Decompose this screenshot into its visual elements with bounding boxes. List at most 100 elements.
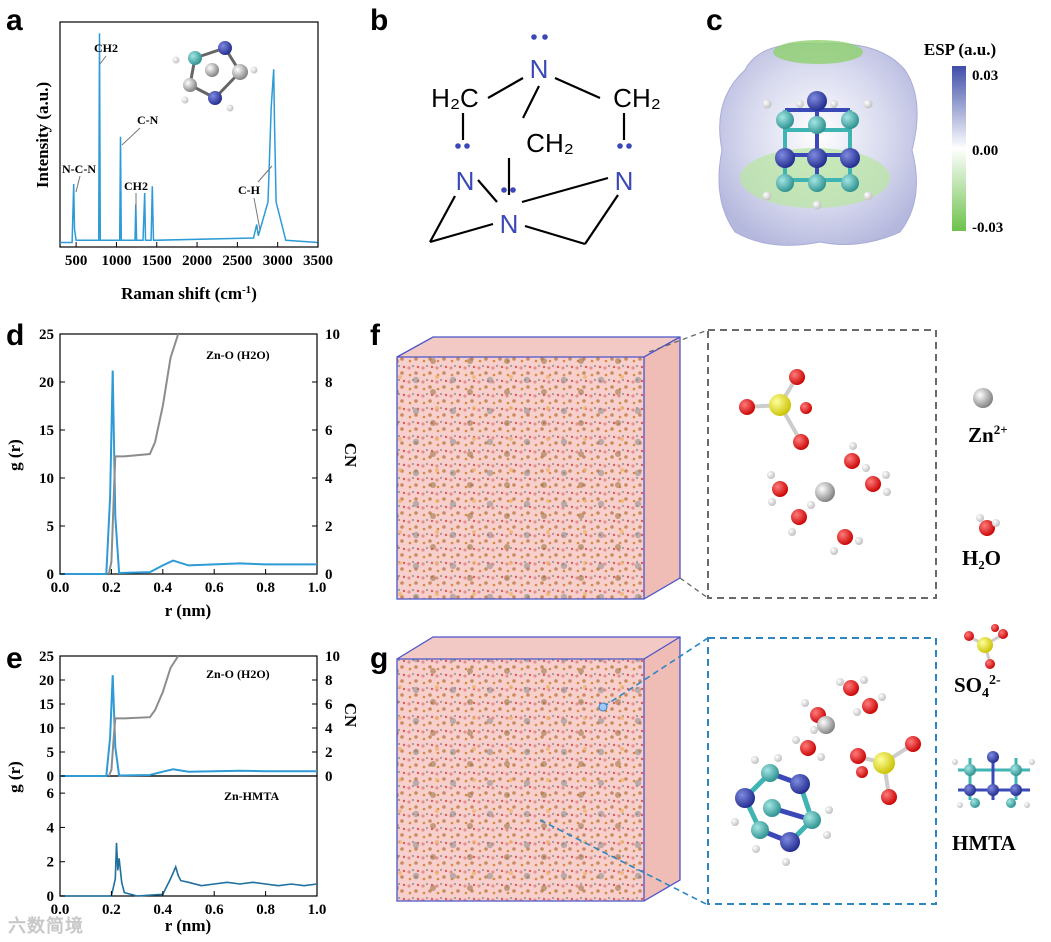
- md-box-f-top: [397, 337, 680, 357]
- structure-ch2-right: CH₂: [613, 83, 661, 113]
- y-tick-label: 0: [325, 567, 333, 583]
- md-box-g-side: [644, 637, 680, 901]
- x-tick-label: 0.2: [102, 580, 121, 596]
- rdf-d-y-right-ticks: 0 2 4 6 8 10: [312, 327, 340, 583]
- zoom-box-f: [707, 329, 937, 599]
- annot-ch-arrow-2: [257, 165, 273, 183]
- annot-ncn-arrow: [75, 175, 81, 193]
- structure-ch2-middle: CH₂: [526, 128, 574, 158]
- y-tick-label: 0: [325, 769, 333, 785]
- annot-cn: C-N: [137, 113, 159, 127]
- rdf-d-frame: [59, 333, 318, 575]
- rdf-d-x-ticks: 0.0 0.2 0.4 0.6 0.8 1.0: [51, 569, 327, 596]
- rdf-e-bottom-y-ticks: 0 2 4 6: [47, 786, 65, 905]
- legend-hmta-icon: [952, 751, 1035, 808]
- solvation-zoom-f: [707, 329, 937, 599]
- rdf-d-cn-line: [107, 333, 180, 575]
- y-tick-label: 20: [39, 673, 54, 689]
- rdf-d-y-ticks: 0 5 10 15 20 25: [39, 327, 65, 583]
- esp-title: ESP (a.u.): [924, 40, 996, 59]
- legend-zn-label: Zn2+: [968, 422, 1008, 447]
- x-tick-label: 500: [65, 253, 88, 269]
- legend-so4-icon: [964, 624, 1008, 669]
- y-tick-label: 4: [47, 820, 55, 836]
- legend-h2o-label: H₂O: [962, 546, 1001, 570]
- annot-ch2-arrow: [99, 55, 107, 65]
- y-tick-label: 8: [325, 673, 333, 689]
- y-tick-label: 0: [47, 769, 55, 785]
- esp-mid-label: 0.00: [972, 143, 998, 159]
- panel-letter-g: g: [370, 642, 388, 675]
- md-box-g: [396, 636, 709, 906]
- rdf-d-y-right-label: CN: [341, 443, 360, 468]
- esp-colorbar: [952, 66, 966, 231]
- annot-ch2-a: CH2: [94, 41, 118, 55]
- rdf-e-x-label: r (nm): [165, 916, 211, 935]
- x-tick-label: 0.4: [153, 580, 172, 596]
- y-tick-label: 10: [325, 327, 340, 343]
- annot-ncn: N-C-N: [62, 162, 96, 176]
- x-tick-label: 1.0: [308, 902, 327, 918]
- x-tick-label: 1.0: [308, 580, 327, 596]
- raman-x-ticks: 500 1000 1500 2000 2500 3000 3500: [65, 242, 333, 269]
- y-tick-label: 15: [39, 423, 54, 439]
- raman-x-label: Raman shift (cm-1): [121, 284, 257, 303]
- legend-zn-icon: [973, 388, 993, 408]
- x-tick-label: 0.6: [205, 580, 224, 596]
- rdf-e-top-frame: [59, 655, 318, 777]
- x-tick-label: 0.0: [51, 902, 70, 918]
- raman-plot-frame: [59, 21, 319, 248]
- rdf-e-y-right-label: CN: [341, 703, 360, 728]
- rdf-e-top-y-right-ticks: 0 2 4 6 8 10: [312, 649, 340, 785]
- md-box-f-side: [644, 337, 680, 599]
- y-tick-label: 4: [325, 471, 333, 487]
- y-tick-label: 25: [39, 649, 54, 665]
- esp-min-label: -0.03: [972, 220, 1003, 236]
- rdf-d-label: Zn-O (H2O): [206, 348, 270, 362]
- rdf-e-bottom-gr-line: [60, 842, 318, 897]
- y-tick-label: 0: [47, 889, 55, 905]
- x-tick-label: 2500: [222, 253, 252, 269]
- solvation-zoom-g: [707, 637, 937, 905]
- x-tick-label: 0.8: [256, 580, 275, 596]
- panel-letter-d: d: [6, 319, 24, 352]
- y-tick-label: 6: [325, 423, 333, 439]
- structure-n-top: N: [530, 54, 549, 84]
- annot-ch2-b: CH2: [124, 179, 148, 193]
- y-tick-label: 2: [47, 855, 55, 871]
- x-tick-label: 3000: [263, 253, 293, 269]
- y-tick-label: 10: [39, 721, 54, 737]
- structure-n-right: N: [615, 166, 634, 196]
- rdf-e-bottom-label: Zn-HMTA: [224, 789, 279, 803]
- esp-map: ESP (a.u.) 0.03 0.00 -0.03: [718, 40, 1003, 246]
- y-tick-label: 6: [325, 697, 333, 713]
- watermark-text: 六数简境: [8, 916, 84, 937]
- esp-max-label: 0.03: [972, 68, 998, 84]
- legend-hmta-label: HMTA: [952, 831, 1017, 855]
- y-tick-label: 6: [47, 786, 55, 802]
- zoom-box-g: [707, 637, 937, 905]
- x-tick-label: 0.2: [102, 902, 121, 918]
- y-tick-label: 8: [325, 375, 333, 391]
- hmta-inset-molecule: [172, 41, 258, 112]
- rdf-d-y-label: g (r): [5, 439, 24, 471]
- zn-ion-g: [817, 716, 835, 734]
- x-tick-label: 0.6: [205, 902, 224, 918]
- y-tick-label: 15: [39, 697, 54, 713]
- y-tick-label: 2: [325, 519, 333, 535]
- rdf-d-gr-line: [60, 370, 317, 575]
- structure-h2c-left: H₂C: [431, 83, 479, 113]
- y-tick-label: 5: [47, 745, 55, 761]
- rdf-e-top-gr-line: [60, 675, 317, 777]
- hmta-molecule-g: [731, 754, 833, 866]
- panel-letter-c: c: [706, 4, 723, 37]
- panel-letter-a: a: [6, 4, 23, 37]
- y-tick-label: 0: [47, 567, 55, 583]
- annot-ch-arrow-1: [253, 197, 261, 231]
- x-tick-label: 0.4: [153, 902, 172, 918]
- x-tick-label: 3500: [303, 253, 333, 269]
- raman-spectrum-line: [60, 33, 319, 244]
- y-tick-label: 2: [325, 745, 333, 761]
- rdf-chart-e: 0 5 10 15 20 25 0 2 4 6 8 10 0 2 4 6 0.0 0.2 0.4 0.6 0.8 1…: [5, 649, 360, 935]
